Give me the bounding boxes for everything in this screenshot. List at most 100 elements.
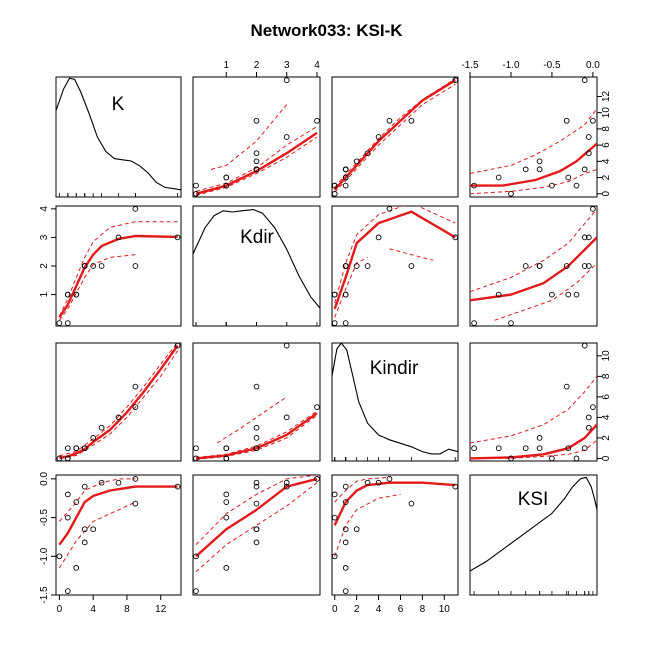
tick-label: 4 — [39, 206, 50, 212]
data-point — [223, 174, 230, 181]
data-point — [132, 404, 139, 410]
data-point — [253, 166, 260, 173]
data-point — [581, 77, 588, 84]
data-point — [364, 150, 371, 157]
data-point — [193, 445, 199, 452]
data-point — [132, 263, 139, 269]
data-point — [563, 383, 570, 390]
tick-label: 12 — [601, 90, 612, 102]
data-point — [563, 117, 570, 124]
tick-label: 4 — [90, 604, 96, 615]
data-point — [581, 263, 588, 269]
panel-frame — [55, 205, 182, 327]
diagonal-label-k: K — [112, 94, 125, 115]
data-point — [342, 291, 349, 298]
data-point — [253, 424, 260, 431]
data-point — [364, 479, 371, 486]
data-point — [581, 343, 588, 349]
data-point — [565, 445, 572, 452]
data-point — [573, 182, 580, 189]
data-point — [536, 158, 543, 165]
smoother-band-extra-lower — [389, 248, 434, 261]
tick-label: -0.5 — [39, 509, 50, 527]
data-point — [585, 424, 592, 431]
tick-label: -1.5 — [461, 60, 479, 71]
data-point — [314, 117, 320, 124]
data-point — [471, 320, 477, 326]
panel-frame — [331, 342, 459, 462]
smoother-band-lower — [58, 501, 136, 569]
data-point — [132, 476, 139, 482]
tick-label: 2 — [601, 435, 612, 441]
density-curve-kdir — [193, 209, 320, 309]
data-point — [581, 445, 588, 452]
tick-label: 3 — [284, 60, 290, 71]
panel-frame — [55, 474, 182, 596]
data-point — [342, 166, 349, 173]
diagonal-label-kindir: Kindir — [370, 358, 419, 379]
data-point — [332, 291, 338, 298]
data-point — [471, 445, 477, 452]
data-point — [342, 320, 349, 326]
data-point — [193, 588, 199, 594]
smoother-band-upper — [470, 375, 597, 444]
data-point — [549, 455, 555, 461]
data-point — [375, 134, 382, 140]
data-point — [193, 553, 199, 560]
data-point — [452, 234, 458, 241]
data-point — [98, 479, 105, 486]
data-point — [585, 234, 592, 241]
diagonal-label-kdir: Kdir — [240, 227, 274, 248]
tick-label: 10 — [601, 107, 612, 119]
smoother-band-lower — [334, 83, 456, 193]
data-point — [314, 404, 320, 410]
data-point — [573, 291, 580, 298]
smoother-band-lower — [59, 350, 179, 459]
tick-label: 4 — [376, 604, 382, 615]
data-point — [565, 291, 572, 298]
data-point — [590, 117, 596, 124]
panel-frame — [192, 76, 321, 198]
data-point — [73, 291, 80, 298]
smoother-band-upper — [58, 221, 178, 317]
data-point — [585, 134, 592, 140]
tick-label: 0 — [332, 604, 338, 615]
smoother-band-upper — [334, 476, 390, 503]
tick-label: -0.5 — [543, 60, 561, 71]
data-point — [585, 263, 592, 269]
smoother-band-lower — [494, 262, 597, 321]
data-point — [332, 514, 338, 521]
data-point — [115, 479, 122, 486]
data-point — [353, 263, 360, 269]
panel-frame — [192, 342, 321, 462]
data-point — [283, 483, 290, 490]
smoother-band-upper — [195, 410, 318, 458]
smoother-band-upper — [195, 475, 318, 546]
panel-frame — [469, 76, 598, 198]
data-point — [73, 499, 80, 505]
data-point — [115, 234, 122, 241]
data-point — [253, 383, 260, 390]
data-point — [64, 514, 71, 521]
data-point — [193, 182, 199, 189]
data-point — [573, 455, 580, 461]
smoother-band-extra-upper — [216, 396, 287, 444]
data-point — [253, 500, 260, 507]
data-point — [81, 483, 88, 490]
tick-label: 0.0 — [39, 471, 50, 485]
data-point — [342, 539, 349, 546]
data-point — [364, 263, 371, 269]
smoother-fit-line — [470, 423, 597, 460]
data-point — [353, 158, 360, 165]
tick-label: 10 — [439, 604, 451, 615]
tick-label: 4 — [601, 158, 612, 164]
data-point — [64, 291, 71, 298]
smoother-fit-line — [470, 236, 597, 302]
data-point — [90, 526, 97, 533]
data-point — [565, 174, 572, 181]
data-point — [581, 166, 588, 173]
tick-label: -1.0 — [39, 547, 50, 565]
data-point — [536, 166, 543, 173]
panel-frame — [469, 342, 598, 462]
smoother-fit-line — [59, 344, 179, 460]
